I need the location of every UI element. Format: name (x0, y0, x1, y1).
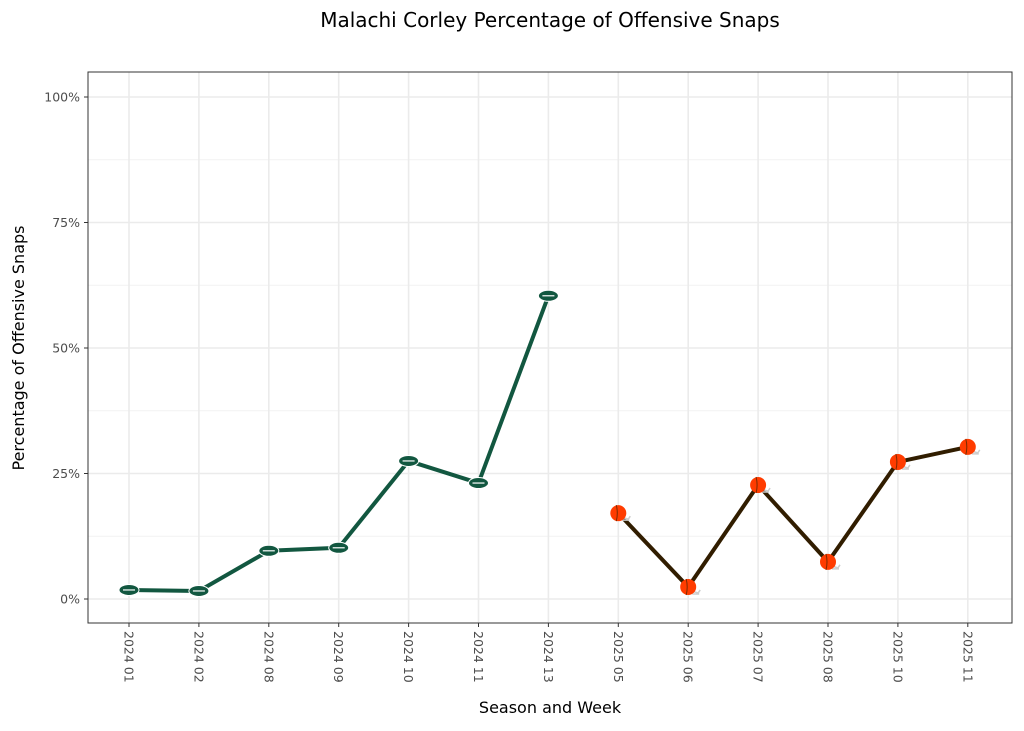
y-tick-label: 75% (52, 215, 80, 230)
jets-logo-icon (537, 289, 559, 302)
series-nyj (118, 289, 559, 597)
x-tick-label: 2024 09 (331, 631, 346, 683)
x-tick-label: 2024 11 (471, 631, 486, 683)
x-tick-label: 2025 08 (821, 631, 836, 683)
x-tick-label: 2025 10 (890, 631, 905, 683)
x-axis-label: Season and Week (479, 698, 622, 717)
grid (88, 72, 1012, 623)
jets-logo-icon (398, 454, 420, 467)
jets-logo-icon (328, 541, 350, 554)
jets-logo-icon (258, 544, 280, 557)
chart-title: Malachi Corley Percentage of Offensive S… (320, 8, 780, 32)
browns-helmet-icon (959, 438, 981, 456)
jets-logo-icon (118, 583, 140, 596)
browns-helmet-icon (820, 553, 841, 570)
x-tick-label: 2024 02 (191, 631, 206, 683)
x-tick-label: 2024 10 (401, 631, 416, 683)
y-tick-label: 50% (52, 341, 80, 356)
browns-helmet-icon (610, 505, 631, 522)
x-axis: 2024 01 2024 02 2024 08 2024 09 2024 10 2024 … (122, 623, 975, 683)
x-tick-label: 2025 11 (960, 631, 975, 683)
browns-helmet-icon (750, 476, 771, 494)
series-line (616, 444, 969, 589)
x-tick-label: 2025 05 (611, 631, 626, 683)
x-tick-label: 2025 07 (751, 631, 766, 683)
x-tick-label: 2024 01 (122, 631, 137, 683)
y-axis: 0% 25% 50% 75% 100% (44, 90, 88, 607)
browns-helmet-icon (680, 578, 701, 596)
y-tick-label: 100% (44, 90, 80, 105)
series (118, 289, 981, 597)
y-tick-label: 25% (52, 466, 80, 481)
y-tick-label: 0% (60, 592, 80, 607)
x-tick-label: 2025 06 (681, 631, 696, 683)
jets-logo-icon (468, 477, 489, 490)
browns-helmet-icon (889, 453, 911, 471)
y-axis-label: Percentage of Offensive Snaps (9, 226, 28, 471)
x-tick-label: 2024 08 (261, 631, 276, 683)
x-tick-label: 2024 13 (541, 631, 556, 683)
jets-logo-icon (188, 584, 210, 597)
series-cle (610, 438, 981, 596)
